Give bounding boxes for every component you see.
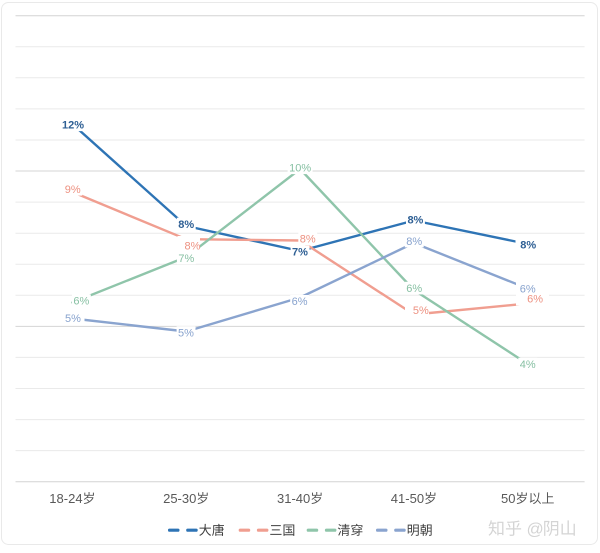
svg-text:5%: 5% (178, 327, 194, 339)
svg-text:7%: 7% (178, 253, 194, 265)
svg-text:7%: 7% (292, 247, 308, 259)
svg-text:8%: 8% (300, 234, 316, 246)
svg-text:6%: 6% (406, 283, 422, 295)
svg-text:6%: 6% (73, 296, 89, 308)
svg-text:5%: 5% (413, 305, 429, 317)
svg-text:8%: 8% (185, 240, 201, 252)
svg-text:9%: 9% (65, 184, 81, 196)
svg-text:4%: 4% (520, 359, 536, 371)
svg-text:8%: 8% (178, 219, 194, 231)
svg-text:@: @ (527, 520, 544, 539)
svg-text:41-50: 41-50 (391, 491, 424, 506)
svg-text:6%: 6% (527, 294, 543, 306)
svg-text:6%: 6% (520, 283, 536, 295)
svg-text:6%: 6% (292, 296, 308, 308)
svg-text:5%: 5% (65, 313, 81, 325)
svg-text:8%: 8% (406, 236, 422, 248)
svg-text:12%: 12% (62, 120, 84, 132)
svg-text:18-24: 18-24 (49, 491, 82, 506)
svg-text:31-40: 31-40 (277, 491, 310, 506)
svg-text:8%: 8% (520, 240, 536, 252)
svg-text:8%: 8% (407, 215, 423, 227)
svg-text:50: 50 (501, 491, 515, 506)
svg-text:10%: 10% (289, 163, 311, 175)
svg-text:25-30: 25-30 (163, 491, 196, 506)
